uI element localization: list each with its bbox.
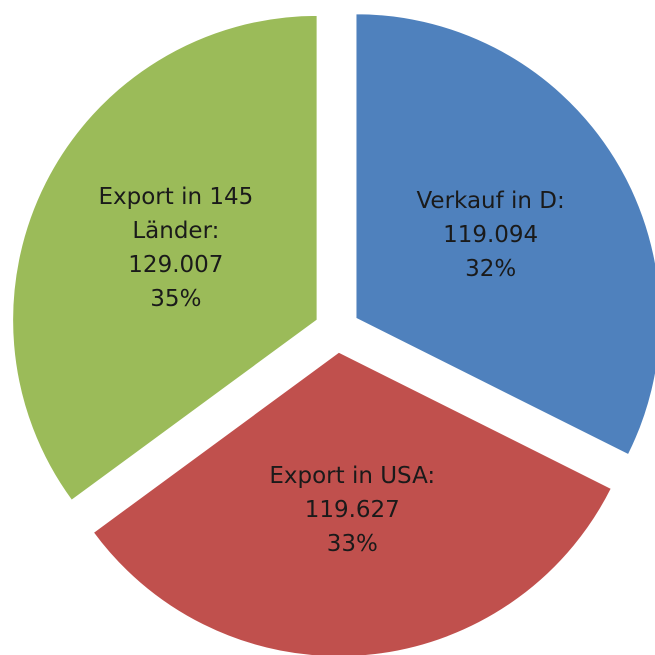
slice-label: Export in 145 Länder: 129.007 35% [76, 180, 276, 316]
slice-label: Export in USA: 119.627 33% [252, 459, 452, 561]
value-label: 129.007 [128, 252, 224, 279]
value-label: 119.627 [304, 496, 400, 523]
pie-slice [354, 12, 655, 456]
category-label: Export in 145 Länder: [98, 184, 254, 245]
percent-label: 35% [150, 286, 202, 313]
category-label: Export in USA: [269, 462, 436, 489]
slice-label: Verkauf in D: 119.094 32% [391, 184, 591, 286]
value-label: 119.094 [443, 222, 539, 249]
category-label: Verkauf in D: [416, 188, 565, 215]
percent-label: 32% [465, 256, 517, 283]
pie-slice [91, 351, 613, 655]
percent-label: 33% [326, 530, 378, 557]
pie-slice [11, 14, 319, 502]
